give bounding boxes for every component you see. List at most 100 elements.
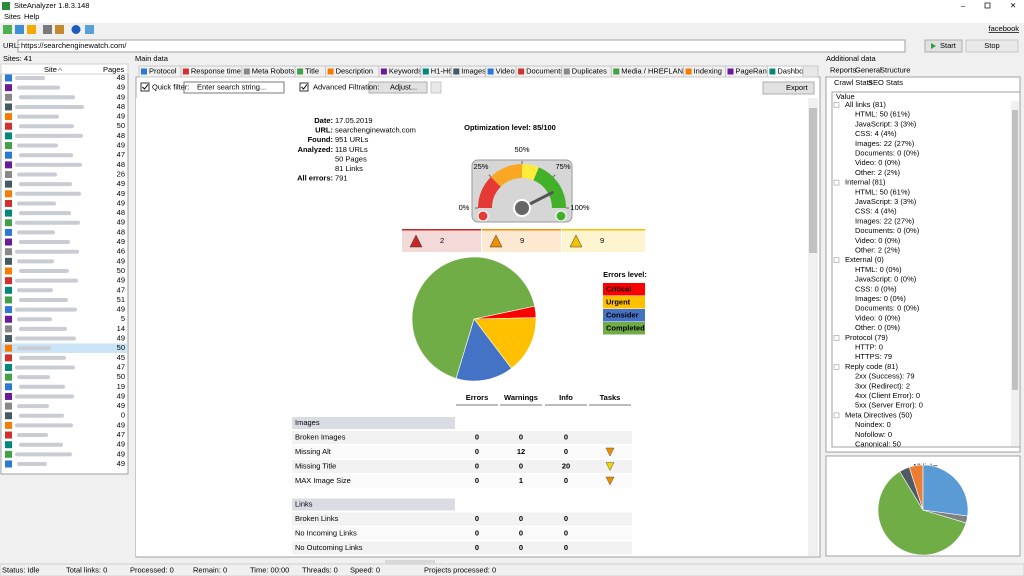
site-name-blurred bbox=[15, 336, 76, 341]
splitter-handle[interactable] bbox=[385, 560, 435, 564]
tree-toggle[interactable] bbox=[833, 179, 840, 186]
window-title: SiteAnalyzer 1.8.3.148 bbox=[14, 1, 89, 10]
tab-icon bbox=[380, 68, 387, 75]
clear-button[interactable] bbox=[430, 81, 442, 94]
tab-icon bbox=[685, 68, 692, 75]
menu-item[interactable]: Sites bbox=[4, 12, 21, 21]
tab-label[interactable]: Video bbox=[496, 66, 515, 75]
site-name-blurred bbox=[17, 143, 58, 148]
gauge-tick bbox=[552, 174, 556, 178]
search-input[interactable] bbox=[183, 81, 285, 94]
subtab[interactable]: SEO Stats bbox=[868, 78, 903, 87]
tab-label[interactable]: H1-H6 bbox=[431, 66, 453, 75]
tab-icon bbox=[727, 68, 734, 75]
tab-label[interactable]: Images bbox=[461, 66, 486, 75]
tool-export[interactable] bbox=[55, 25, 64, 34]
row-value: 0 bbox=[475, 432, 479, 441]
additional-tab[interactable]: Reports bbox=[830, 65, 857, 74]
tab-label[interactable]: Protocol bbox=[149, 66, 177, 75]
subtab[interactable]: Crawl Stats bbox=[834, 78, 873, 87]
tool-project[interactable] bbox=[15, 25, 24, 34]
start-button[interactable] bbox=[924, 39, 963, 53]
site-favicon bbox=[5, 373, 12, 381]
advanced-checkbox[interactable] bbox=[299, 82, 309, 92]
gauge-tick-label: 100% bbox=[570, 203, 590, 212]
counter-value: 9 bbox=[520, 236, 524, 245]
site-name-blurred bbox=[17, 375, 50, 380]
tab-label[interactable]: Keywords bbox=[389, 66, 422, 75]
site-pages: 45 bbox=[117, 353, 125, 362]
maximize[interactable] bbox=[984, 2, 991, 9]
row-label: Missing Alt bbox=[295, 447, 332, 456]
tab-icon bbox=[613, 68, 620, 75]
site-name-blurred bbox=[19, 153, 73, 158]
stop-button[interactable] bbox=[965, 39, 1019, 53]
site-name-blurred bbox=[15, 162, 82, 167]
tree-item: Documents: 0 (0%) bbox=[855, 148, 920, 157]
adjust-label: Adjust... bbox=[390, 82, 417, 91]
row-value: 0 bbox=[519, 432, 523, 441]
tree-toggle[interactable] bbox=[833, 412, 840, 419]
site-favicon bbox=[5, 93, 12, 101]
site-name-blurred bbox=[15, 394, 74, 399]
export-button[interactable] bbox=[762, 81, 815, 95]
tool-folder[interactable] bbox=[27, 25, 36, 34]
site-pages: 47 bbox=[117, 362, 125, 371]
site-pages: 49 bbox=[117, 237, 125, 246]
quick-filter-checkbox[interactable] bbox=[140, 82, 150, 92]
tab-label[interactable]: Indexing bbox=[694, 66, 722, 75]
tree-item: Other: 2 (2%) bbox=[855, 168, 901, 177]
tab-label[interactable]: Title bbox=[305, 66, 319, 75]
tool-update[interactable] bbox=[85, 25, 94, 34]
legend-swatch bbox=[603, 296, 645, 309]
tree-toggle[interactable] bbox=[833, 102, 840, 108]
tree-toggle[interactable] bbox=[833, 335, 840, 341]
adjust-button[interactable] bbox=[368, 81, 428, 94]
tree-item: HTML: 50 (61%) bbox=[855, 110, 911, 119]
tab-icon bbox=[453, 68, 460, 75]
row-value: 20 bbox=[562, 461, 570, 470]
close[interactable]: ✕ bbox=[1010, 1, 1016, 10]
tool-info[interactable] bbox=[71, 25, 81, 34]
tab-label[interactable]: Duplicates bbox=[572, 66, 607, 75]
scroll-thumb[interactable] bbox=[809, 108, 817, 253]
url-input[interactable] bbox=[17, 39, 906, 53]
tree-toggle[interactable] bbox=[833, 364, 840, 370]
tree-item: Canonical: 50 bbox=[855, 439, 901, 448]
site-name-blurred bbox=[15, 220, 80, 225]
tab-label[interactable]: Documents bbox=[526, 66, 564, 75]
task-icon bbox=[605, 476, 615, 486]
site-name-blurred bbox=[15, 452, 72, 457]
minimize[interactable]: – bbox=[961, 1, 966, 10]
tab-label[interactable]: Description bbox=[336, 66, 374, 75]
site-favicon bbox=[5, 392, 12, 400]
tree-toggle[interactable] bbox=[833, 257, 840, 263]
site-favicon bbox=[5, 238, 12, 246]
row-value: 0 bbox=[564, 514, 568, 523]
tab-icon bbox=[769, 68, 776, 75]
additional-tab[interactable]: General bbox=[855, 65, 882, 74]
tab-label[interactable]: Meta Robots bbox=[252, 66, 295, 75]
additional-tab[interactable]: Structure bbox=[880, 65, 910, 74]
site-pages: 46 bbox=[117, 247, 125, 256]
site-name-blurred bbox=[19, 95, 75, 100]
site-favicon bbox=[5, 113, 12, 121]
sites-col-pages: Pages bbox=[103, 65, 125, 74]
gauge-band bbox=[490, 164, 523, 188]
tab-label[interactable]: Response time bbox=[191, 66, 241, 75]
facebook-link[interactable]: facebook bbox=[989, 24, 1020, 33]
tool-settings[interactable] bbox=[43, 25, 52, 34]
tab-label[interactable]: Dashboard bbox=[777, 66, 814, 75]
pie-slice bbox=[411, 256, 536, 379]
site-name-blurred bbox=[17, 259, 54, 264]
menu-item[interactable]: Help bbox=[24, 12, 39, 21]
tab-scroll[interactable] bbox=[802, 65, 819, 78]
site-pages: 47 bbox=[117, 430, 125, 439]
tree-scroll-thumb[interactable] bbox=[1012, 110, 1018, 390]
tab-label[interactable]: PageRank bbox=[736, 66, 771, 75]
row-label: Broken Images bbox=[295, 432, 346, 441]
menu-bar bbox=[0, 11, 1024, 23]
tool-add[interactable] bbox=[3, 25, 12, 34]
tab-label[interactable]: Media / HREFLANG bbox=[621, 66, 689, 75]
